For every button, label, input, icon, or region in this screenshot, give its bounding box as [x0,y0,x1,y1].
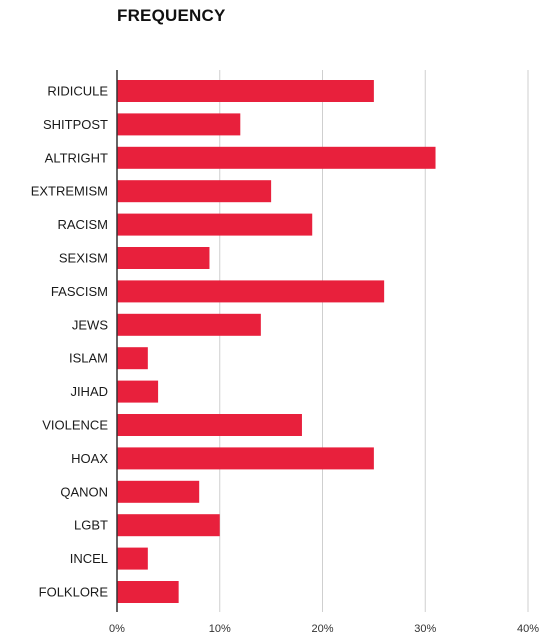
category-label-incel: INCEL [70,551,108,566]
bar-hoax [117,447,374,470]
category-label-altright: ALTRIGHT [45,150,108,165]
bar-fascism [117,280,385,303]
bar-folklore [117,581,179,603]
bar-racism [117,213,313,236]
bar-lgbt [117,514,220,537]
category-label-racism: RACISM [57,217,108,232]
bar-jews [117,313,261,336]
x-tick-labels: 0% 10% 20% 30% 40% [109,623,539,635]
bar-incel [117,547,148,570]
bar-sexism [117,247,210,269]
x-tick-label-3: 30% [414,623,436,635]
bar-altright [117,146,436,169]
bar-extremism [117,180,272,203]
category-labels: RIDICULE SHITPOST ALTRIGHT EXTREMISM RACISM S… [31,84,109,600]
x-tick-label-2: 20% [311,623,333,635]
category-label-jihad: JIHAD [70,384,108,399]
x-tick-label-1: 10% [209,623,231,635]
bars [117,80,436,603]
category-label-jews: JEWS [72,317,108,332]
bar-ridicule [117,80,374,102]
category-label-shitpost: SHITPOST [43,117,108,132]
x-tick-label-4: 40% [517,623,539,635]
bar-shitpost [117,113,241,136]
category-label-islam: ISLAM [69,351,108,366]
category-label-fascism: FASCISM [51,284,108,299]
category-label-hoax: HOAX [71,451,108,466]
bar-violence [117,414,302,436]
category-label-lgbt: LGBT [74,518,108,533]
bar-islam [117,347,148,370]
category-label-qanon: QANON [60,484,108,499]
x-tick-label-0: 0% [109,623,125,635]
category-label-extremism: EXTREMISM [31,184,108,199]
bar-qanon [117,480,200,503]
category-label-ridicule: RIDICULE [47,84,108,99]
category-label-violence: VIOLENCE [42,418,108,433]
category-label-sexism: SEXISM [59,251,108,266]
category-label-folklore: FOLKLORE [39,585,109,600]
chart-title: FREQUENCY [117,6,226,25]
bar-jihad [117,380,159,403]
